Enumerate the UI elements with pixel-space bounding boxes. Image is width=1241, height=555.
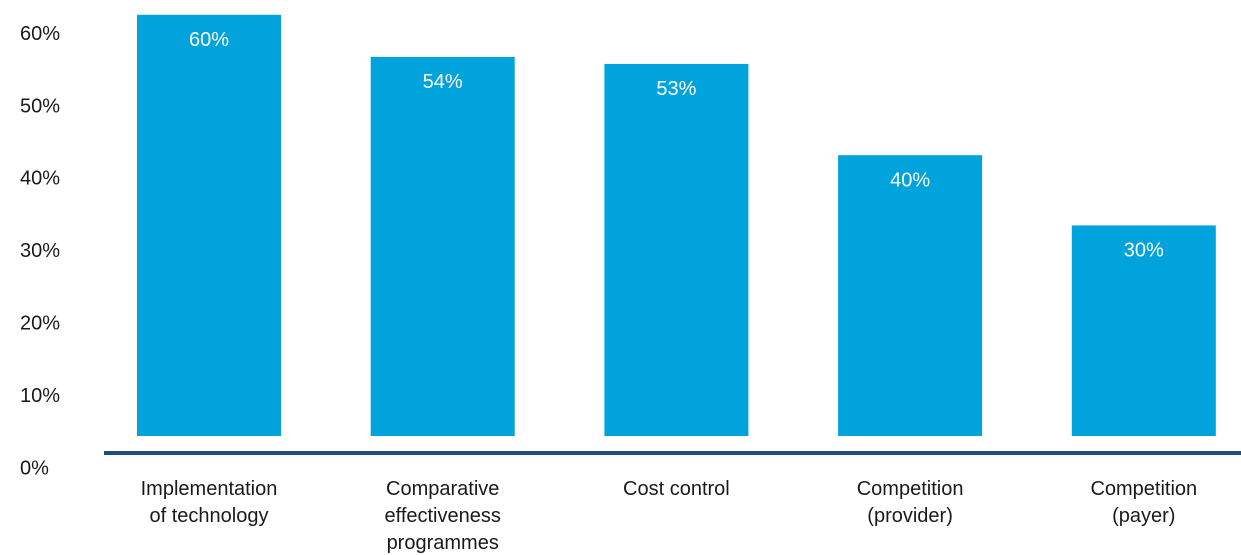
bar-value-label: 60% — [189, 29, 229, 51]
x-category-label: Implementation of technology — [141, 478, 278, 527]
x-axis-labels: Implementation of technology Comparative ef… — [141, 478, 1198, 554]
bar-value-label: 30% — [1124, 240, 1164, 262]
bar-value-label: 40% — [890, 169, 930, 191]
y-tick-label: 40% — [20, 168, 60, 190]
y-tick-label: 50% — [20, 95, 60, 117]
y-tick-label: 30% — [20, 240, 60, 262]
y-axis-ticks: 0% 10% 20% 30% 40% 50% 60% — [20, 23, 60, 479]
y-tick-label: 0% — [20, 457, 49, 479]
x-category-label: Comparative effectiveness programmes — [385, 478, 501, 554]
x-category-label: Cost control — [623, 478, 730, 500]
y-tick-label: 20% — [20, 312, 60, 334]
bar — [604, 63, 749, 436]
bar — [838, 155, 983, 436]
bar — [370, 56, 515, 437]
bar-value-label: 53% — [656, 78, 696, 100]
bar — [137, 14, 281, 437]
bar-value-label: 54% — [423, 71, 463, 93]
y-tick-label: 10% — [20, 385, 60, 407]
y-tick-label: 60% — [20, 23, 60, 45]
x-category-label: Competition (provider) — [857, 478, 964, 527]
x-category-label: Competition (payer) — [1090, 478, 1197, 527]
data-labels: 60% 54% 53% 40% 30% — [189, 29, 1164, 262]
bar — [1071, 225, 1216, 436]
bars — [137, 14, 1216, 437]
